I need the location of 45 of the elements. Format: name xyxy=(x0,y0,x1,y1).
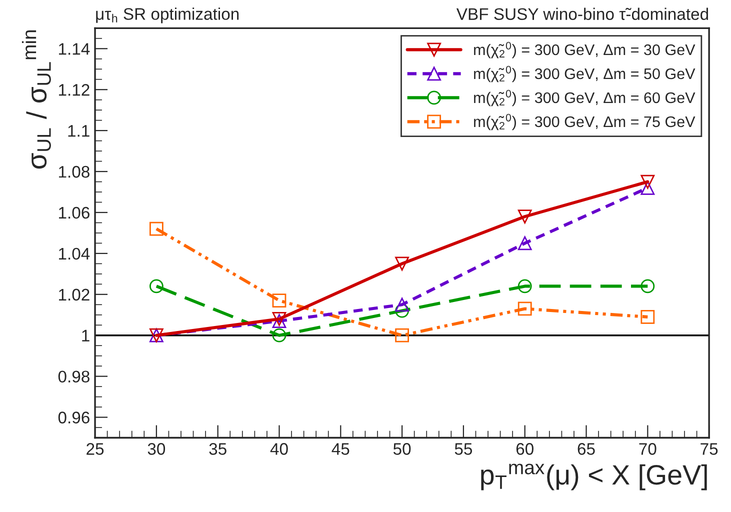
x-axis-title: p$_{T}$$^{max}$(μ) < X [GeV] xyxy=(481,464,707,490)
legend-label: m(χ̃$_{2}$$^{0}$) = 300 GeV, Δm = 50 GeV xyxy=(474,66,696,82)
y-axis-title: σ$_{UL}$ / σ$_{UL}$$^{min}$ xyxy=(22,30,51,169)
point xyxy=(149,279,164,294)
point xyxy=(149,222,164,236)
point xyxy=(272,294,286,308)
x-tick-label: 60 xyxy=(516,443,534,455)
point xyxy=(518,302,532,316)
y-tick-label: 1 xyxy=(82,330,90,342)
y-tick-label: 1.1 xyxy=(68,125,90,137)
point xyxy=(640,174,655,189)
point xyxy=(395,298,409,312)
point xyxy=(395,328,409,342)
y-tick-label: 1.14 xyxy=(59,43,90,55)
point xyxy=(640,180,655,195)
x-tick-label: 50 xyxy=(393,443,411,455)
y-tick-label: 1.02 xyxy=(59,288,90,301)
chart-title: μτ$_{h}$ SR optimization xyxy=(96,8,239,24)
x-tick-label: 30 xyxy=(148,443,166,455)
y-tick-label: 1.08 xyxy=(59,166,90,178)
x-tick-label: 40 xyxy=(270,443,288,455)
legend-label: m(χ̃$_{2}$$^{0}$) = 300 GeV, Δm = 60 GeV xyxy=(474,90,696,106)
legend-label: m(χ̃$_{2}$$^{0}$) = 300 GeV, Δm = 30 GeV xyxy=(474,42,696,58)
point xyxy=(518,210,532,224)
x-tick-label: 55 xyxy=(454,443,472,455)
x-tick-label: 75 xyxy=(700,443,718,455)
point xyxy=(395,304,409,318)
x-tick-label: 70 xyxy=(639,443,656,455)
chart-subtitle: VBF SUSY wino-bino τ̃-dominated xyxy=(456,8,708,20)
x-tick-label: 45 xyxy=(332,443,350,455)
point xyxy=(272,328,286,342)
x-tick-label: 35 xyxy=(209,443,226,455)
point xyxy=(640,279,655,294)
x-tick-label: 25 xyxy=(86,443,104,455)
y-tick-label: 0.96 xyxy=(58,412,90,424)
point xyxy=(518,279,532,294)
y-tick-label: 0.98 xyxy=(58,370,90,383)
y-tick-label: 1.12 xyxy=(59,84,90,96)
legend-label: m(χ̃$_{2}$$^{0}$) = 300 GeV, Δm = 75 GeV xyxy=(474,114,696,130)
y-tick-label: 1.04 xyxy=(59,248,90,260)
y-tick-label: 1.06 xyxy=(59,206,90,219)
point xyxy=(395,256,409,271)
x-tick-label: 65 xyxy=(578,443,595,455)
point xyxy=(640,310,655,324)
point xyxy=(518,236,532,250)
